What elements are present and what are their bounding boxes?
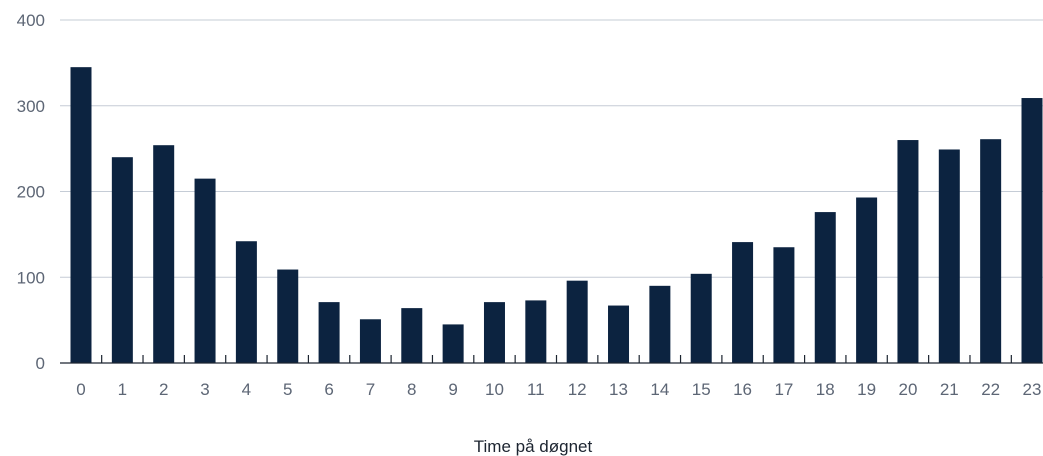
x-tick-label: 10 — [485, 380, 504, 399]
bar-2 — [153, 145, 175, 363]
x-axis-ticks: 0 1 2 3 4 5 6 7 8 9 10 11 12 13 14 15 16 17 18 19 20 21 22 23 — [76, 380, 1041, 399]
bar-18 — [814, 212, 836, 363]
bar-1 — [111, 157, 133, 363]
bar-22 — [980, 139, 1002, 363]
x-tick-label: 5 — [283, 380, 292, 399]
x-tick-label: 3 — [200, 380, 209, 399]
x-tick-label: 13 — [609, 380, 628, 399]
x-tick-label: 8 — [407, 380, 416, 399]
bar-19 — [856, 197, 878, 363]
bar-13 — [608, 305, 630, 363]
x-axis-label: Time på døgnet — [474, 437, 593, 456]
y-tick-label: 300 — [17, 97, 45, 116]
bar-3 — [194, 178, 216, 363]
bar-6 — [318, 302, 340, 363]
bar-21 — [938, 149, 960, 363]
x-tick-label: 17 — [774, 380, 793, 399]
bar-11 — [525, 300, 547, 363]
bar-7 — [359, 319, 381, 363]
x-tick-label: 19 — [857, 380, 876, 399]
bars — [70, 67, 1043, 363]
x-tick-label: 23 — [1023, 380, 1042, 399]
bar-17 — [773, 247, 795, 363]
x-tick-label: 9 — [448, 380, 457, 399]
x-tick-label: 7 — [366, 380, 375, 399]
bar-0 — [70, 67, 92, 363]
x-tick-label: 6 — [324, 380, 333, 399]
bar-14 — [649, 285, 671, 363]
bar-12 — [566, 280, 588, 363]
bar-16 — [732, 242, 754, 363]
y-tick-label: 400 — [17, 11, 45, 30]
bar-23 — [1021, 98, 1043, 363]
x-tick-label: 21 — [940, 380, 959, 399]
x-tick-label: 18 — [816, 380, 835, 399]
y-axis-ticks: 0 100 200 300 400 — [17, 11, 45, 373]
x-axis — [60, 355, 1043, 364]
y-tick-label: 0 — [36, 354, 45, 373]
y-tick-label: 100 — [17, 268, 45, 287]
y-tick-label: 200 — [17, 183, 45, 202]
x-tick-label: 4 — [242, 380, 251, 399]
x-tick-label: 14 — [650, 380, 669, 399]
bar-5 — [277, 269, 299, 363]
x-tick-label: 15 — [692, 380, 711, 399]
x-tick-label: 16 — [733, 380, 752, 399]
bar-10 — [483, 302, 505, 363]
bar-15 — [690, 273, 712, 363]
gridlines — [60, 19, 1043, 278]
x-tick-label: 12 — [568, 380, 587, 399]
x-tick-label: 22 — [981, 380, 1000, 399]
x-tick-label: 2 — [159, 380, 168, 399]
bar-20 — [897, 140, 919, 363]
x-tick-label: 20 — [898, 380, 917, 399]
x-tick-label: 11 — [527, 380, 545, 399]
x-tick-label: 1 — [118, 380, 127, 399]
bar-8 — [401, 308, 423, 363]
bar-9 — [442, 324, 464, 363]
bar-4 — [235, 241, 257, 363]
x-tick-label: 0 — [76, 380, 85, 399]
